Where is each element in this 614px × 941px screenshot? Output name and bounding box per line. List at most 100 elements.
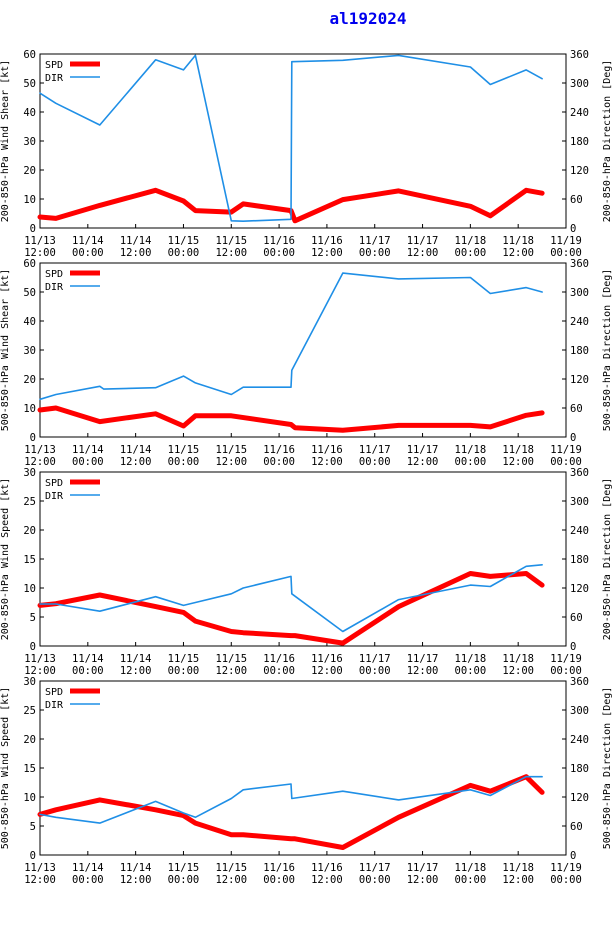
x-tick-label-date: 11/18 [502, 444, 534, 456]
y2-tick-label: 240 [570, 734, 589, 746]
x-tick-label-date: 11/15 [168, 235, 200, 247]
x-tick-label-date: 11/17 [359, 444, 391, 456]
y2-tick-label: 60 [570, 612, 583, 624]
y2-tick-label: 300 [570, 78, 589, 90]
y2-tick-label: 120 [570, 165, 589, 177]
x-tick-label-time: 00:00 [72, 874, 104, 886]
x-tick-label-time: 12:00 [502, 247, 534, 259]
y-tick-label: 15 [23, 763, 36, 775]
x-tick-label-date: 11/15 [215, 653, 247, 665]
x-tick-label-date: 11/13 [24, 235, 56, 247]
y2-tick-label: 120 [570, 374, 589, 386]
panels-layer: 010203040506006012018024030036011/1312:0… [0, 49, 613, 886]
y-tick-label: 40 [23, 316, 36, 328]
y-tick-label: 30 [23, 345, 36, 357]
y2-tick-label: 0 [570, 432, 576, 444]
x-tick-label-time: 12:00 [311, 247, 343, 259]
series-line-dir [39, 54, 543, 222]
x-tick-label-date: 11/19 [550, 653, 582, 665]
panel-shear-200-850: 010203040506006012018024030036011/1312:0… [0, 49, 613, 259]
legend-label: SPD [45, 269, 63, 280]
y-tick-label: 60 [23, 258, 36, 270]
x-tick-label-date: 11/15 [168, 862, 200, 874]
y2-tick-label: 300 [570, 496, 589, 508]
legend-label: DIR [45, 700, 64, 711]
y2-tick-label: 360 [570, 49, 589, 61]
panel-speed-500-850: 05101520253006012018024030036011/1312:00… [0, 676, 613, 886]
x-tick-label-date: 11/17 [407, 862, 439, 874]
y-tick-label: 0 [30, 641, 36, 653]
series-line-dir [39, 272, 543, 401]
x-tick-label-time: 12:00 [24, 665, 56, 677]
x-tick-label-time: 00:00 [550, 247, 582, 259]
y-tick-label: 15 [23, 554, 36, 566]
x-tick-label-date: 11/17 [407, 653, 439, 665]
x-tick-label-time: 00:00 [550, 665, 582, 677]
y-tick-label: 30 [23, 676, 36, 688]
x-tick-label-date: 11/18 [502, 653, 534, 665]
x-tick-label-time: 12:00 [311, 665, 343, 677]
x-tick-label-time: 00:00 [72, 247, 104, 259]
y2-tick-label: 60 [570, 194, 583, 206]
y2-axis-title: 500-850-hPa Direction [Deg] [602, 269, 613, 432]
y2-tick-label: 360 [570, 258, 589, 270]
x-tick-label-date: 11/18 [455, 444, 487, 456]
y-tick-label: 10 [23, 403, 36, 415]
x-tick-label-time: 12:00 [120, 874, 152, 886]
x-tick-label-time: 12:00 [407, 874, 439, 886]
x-tick-label-date: 11/14 [72, 653, 104, 665]
x-tick-label-time: 00:00 [263, 874, 295, 886]
y-tick-label: 20 [23, 165, 36, 177]
x-tick-label-date: 11/16 [263, 653, 295, 665]
y-tick-label: 10 [23, 792, 36, 804]
x-tick-label-date: 11/16 [311, 444, 343, 456]
y2-tick-label: 60 [570, 403, 583, 415]
y-axis-title: 200-850-hPa Wind Speed [kt] [0, 478, 11, 641]
x-tick-label-time: 12:00 [24, 456, 56, 468]
x-tick-label-time: 00:00 [359, 247, 391, 259]
y-tick-label: 25 [23, 705, 36, 717]
plot-frame [39, 680, 567, 856]
x-tick-label-date: 11/17 [359, 862, 391, 874]
x-tick-label-time: 12:00 [215, 456, 247, 468]
x-tick-label-date: 11/14 [72, 862, 104, 874]
x-tick-label-time: 12:00 [120, 456, 152, 468]
x-tick-label-time: 00:00 [263, 456, 295, 468]
legend-label: DIR [45, 491, 64, 502]
x-tick-label-date: 11/15 [168, 653, 200, 665]
x-tick-label-date: 11/18 [455, 235, 487, 247]
panel-shear-500-850: 010203040506006012018024030036011/1312:0… [0, 258, 613, 468]
y2-axis-title: 500-850-hPa Direction [Deg] [602, 687, 613, 850]
x-tick-label-time: 00:00 [455, 665, 487, 677]
x-tick-label-time: 12:00 [502, 456, 534, 468]
y-axis-title: 200-850-hPa Wind Shear [kt] [0, 60, 11, 223]
x-tick-label-time: 12:00 [407, 456, 439, 468]
y2-tick-label: 60 [570, 821, 583, 833]
x-tick-label-date: 11/17 [359, 653, 391, 665]
y-tick-label: 0 [30, 850, 36, 862]
x-tick-label-time: 00:00 [168, 456, 200, 468]
x-tick-label-date: 11/15 [215, 235, 247, 247]
x-tick-label-time: 12:00 [215, 874, 247, 886]
x-tick-label-time: 00:00 [72, 665, 104, 677]
y-tick-label: 60 [23, 49, 36, 61]
x-tick-label-time: 00:00 [168, 665, 200, 677]
x-tick-label-time: 12:00 [215, 665, 247, 677]
y2-tick-label: 360 [570, 676, 589, 688]
x-tick-label-date: 11/18 [502, 235, 534, 247]
panel-speed-200-850: 05101520253006012018024030036011/1312:00… [0, 467, 613, 677]
y2-tick-label: 0 [570, 850, 576, 862]
x-tick-label-date: 11/16 [311, 235, 343, 247]
x-tick-label-date: 11/16 [263, 235, 295, 247]
plot-frame [39, 471, 567, 647]
x-tick-label-date: 11/14 [72, 444, 104, 456]
y-tick-label: 50 [23, 287, 36, 299]
x-tick-label-time: 12:00 [502, 874, 534, 886]
x-tick-label-date: 11/13 [24, 862, 56, 874]
y2-tick-label: 240 [570, 316, 589, 328]
x-tick-label-time: 12:00 [311, 456, 343, 468]
x-tick-label-time: 12:00 [24, 247, 56, 259]
x-tick-label-date: 11/19 [550, 444, 582, 456]
series-line-spd [37, 405, 545, 433]
